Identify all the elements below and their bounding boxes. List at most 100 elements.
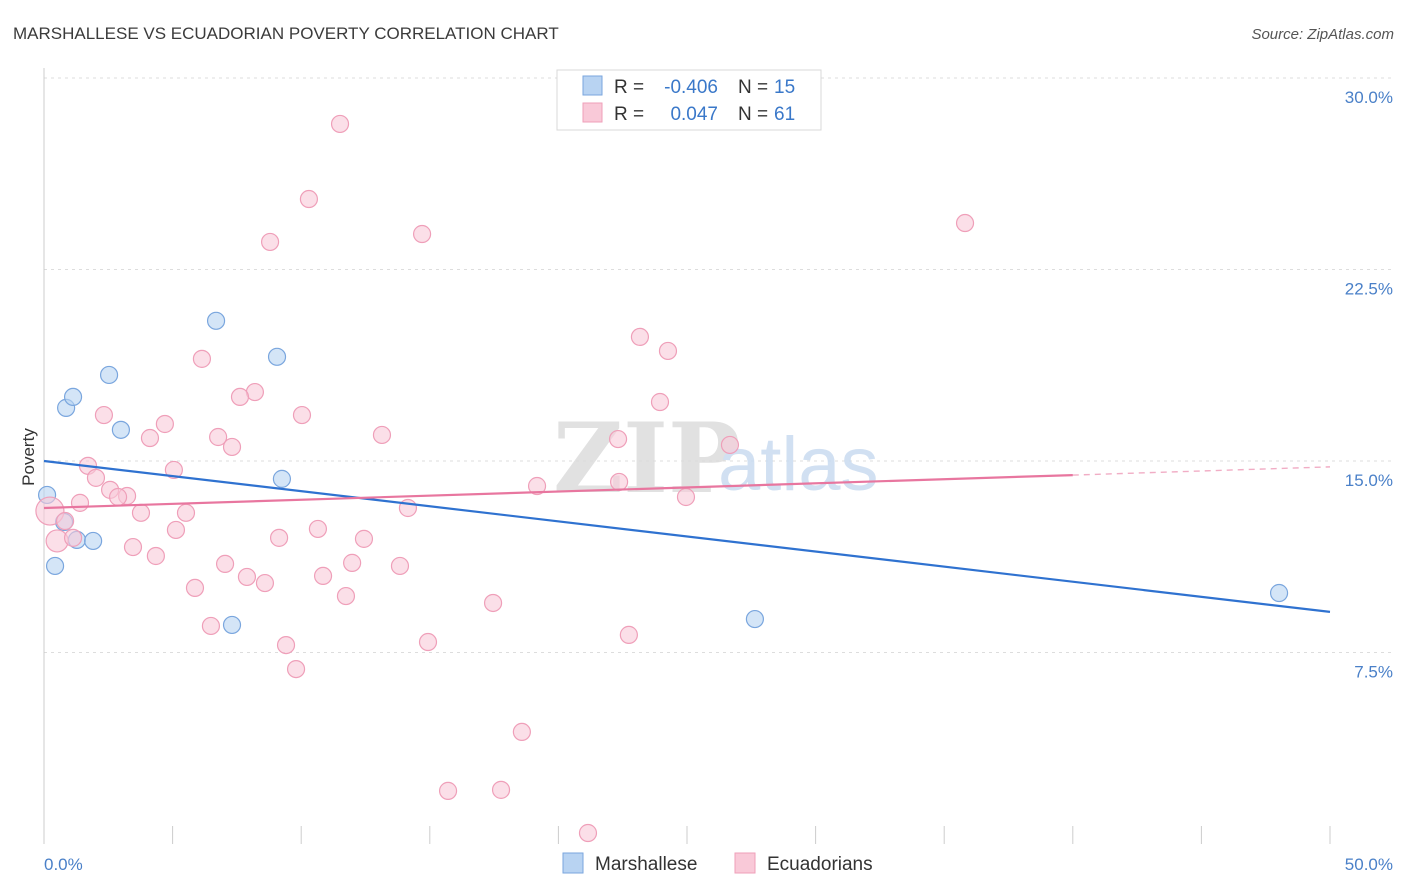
marshallese-point — [272, 469, 292, 488]
y-tick-label: 15.0% — [1345, 471, 1393, 490]
ecuadorian-point — [164, 460, 183, 480]
legend-swatch-marshallese — [562, 852, 584, 874]
ecuadorian-point — [230, 387, 250, 407]
stats-n-value: 15 — [774, 77, 795, 98]
ecuadorian-point — [146, 546, 165, 566]
ecuadorian-point — [650, 392, 670, 412]
ecuadorian-point — [286, 659, 306, 679]
ecuadorian-point — [527, 476, 547, 496]
data-points — [35, 114, 1289, 843]
ecuadorian-point — [438, 781, 458, 800]
ecuadorian-point — [185, 578, 205, 598]
stats-r-label: R = — [614, 77, 644, 98]
ecuadorian-point — [269, 528, 289, 547]
ecuadorian-point — [609, 472, 629, 492]
ecuadorian-point — [276, 635, 296, 655]
x-axis-ticks — [43, 826, 1331, 844]
ecuadorian-point — [676, 487, 696, 507]
ecuadorian-point — [390, 556, 410, 576]
ecuadorian-point — [140, 428, 160, 448]
ecuadorian-point — [166, 520, 186, 540]
ecuadorian-point — [292, 405, 312, 425]
x-tick-label: 50.0% — [1345, 855, 1393, 874]
ecuadorian-point — [255, 573, 275, 593]
ecuadorian-point — [330, 114, 350, 134]
stats-n-label: N = — [738, 77, 768, 98]
stats-legend-swatch-marshallese — [582, 75, 603, 96]
ecuadorian-point — [299, 189, 319, 209]
marshallese-point — [222, 615, 242, 635]
ecuadorian-point — [336, 586, 356, 606]
ecuadorian-point — [578, 823, 598, 843]
ecuadorian-point — [720, 435, 740, 455]
marshallese-point — [267, 347, 287, 366]
ecuadorian-point — [176, 503, 196, 522]
ecuadorian-point — [630, 327, 650, 347]
y-tick-label: 7.5% — [1354, 663, 1393, 682]
marshallese-point — [1269, 583, 1289, 603]
ecuadorian-point — [512, 722, 531, 742]
y-tick-label: 22.5% — [1345, 280, 1393, 299]
marshallese-point — [206, 311, 226, 330]
y-axis-title: Poverty — [19, 428, 38, 486]
ecuadorian-point — [192, 349, 212, 368]
ecuadorian-point — [155, 414, 174, 434]
marshallese-point — [84, 531, 103, 551]
ecuadorian-point — [108, 487, 128, 507]
ecuadorian-point — [215, 554, 235, 573]
ecuadorian-trend-line-extension — [1072, 466, 1331, 476]
ecuadorian-point — [483, 593, 503, 613]
stats-r-value: -0.406 — [664, 77, 718, 98]
ecuadorian-point — [201, 616, 221, 636]
ecuadorian-point — [131, 503, 151, 522]
stats-n-value: 61 — [774, 104, 795, 125]
ecuadorian-point — [955, 213, 975, 233]
ecuadorian-point — [343, 553, 362, 572]
x-tick-label: 0.0% — [44, 855, 83, 874]
trend-lines — [43, 459, 1331, 613]
legend-swatch-ecuadorian — [734, 852, 756, 874]
watermark: ZIP atlas — [553, 402, 879, 515]
watermark-zip: ZIP — [553, 402, 740, 515]
chart-title: MARSHALLESE VS ECUADORIAN POVERTY CORREL… — [13, 24, 559, 43]
stats-n-label: N = — [738, 104, 768, 125]
stats-r-value: 0.047 — [670, 104, 718, 125]
ecuadorian-point — [222, 437, 242, 457]
ecuadorian-point — [313, 566, 333, 586]
ecuadorian-point — [619, 625, 638, 644]
y-tick-label: 30.0% — [1345, 88, 1393, 107]
marshallese-point — [99, 365, 119, 385]
ecuadorian-point — [123, 537, 143, 557]
ecuadorian-point — [70, 493, 90, 512]
ecuadorian-point — [260, 232, 280, 252]
ecuadorian-point — [418, 632, 438, 652]
ecuadorian-trend-line — [43, 473, 1073, 510]
ecuadorian-point — [308, 519, 328, 539]
ecuadorian-point — [63, 528, 83, 547]
ecuadorian-point — [354, 529, 374, 548]
marshallese-point — [111, 420, 131, 439]
ecuadorian-point — [209, 427, 228, 447]
ecuadorian-point — [86, 468, 106, 487]
ecuadorian-point — [372, 425, 392, 445]
series-legend: Marshallese Ecuadorians — [562, 852, 873, 875]
stats-r-label: R = — [614, 104, 644, 125]
marshallese-point — [63, 387, 83, 407]
marshallese-point — [745, 609, 765, 629]
axis-tick-labels: 30.0% 22.5% 15.0% 7.5% 0.0% 50.0% — [44, 88, 1393, 874]
ecuadorian-point — [491, 780, 511, 799]
legend-label-marshallese: Marshallese — [595, 854, 697, 875]
stats-legend: R = -0.406 N = 15 R = 0.047 N = 61 — [556, 69, 822, 131]
marshallese-point — [45, 556, 65, 576]
ecuadorian-point — [658, 341, 678, 361]
ecuadorian-point — [94, 405, 114, 425]
source-credit: Source: ZipAtlas.com — [1251, 26, 1394, 43]
ecuadorian-point — [412, 224, 432, 244]
ecuadorian-point — [237, 567, 257, 587]
ecuadorian-point — [55, 511, 75, 531]
watermark-atlas: atlas — [718, 422, 879, 507]
marshallese-trend-line — [43, 459, 1331, 613]
legend-label-ecuadorian: Ecuadorians — [767, 854, 873, 875]
stats-legend-swatch-ecuadorian — [582, 102, 603, 123]
